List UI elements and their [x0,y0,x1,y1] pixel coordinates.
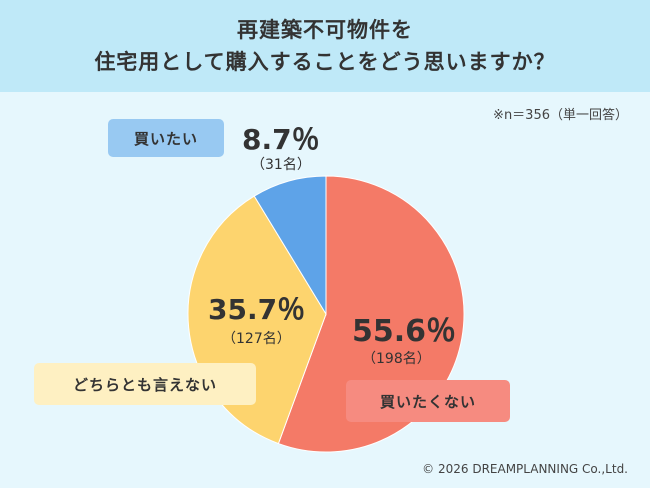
copyright: © 2026 DREAMPLANNING Co.,Ltd. [422,462,628,476]
chart-title-line-1: 再建築不可物件を [237,18,413,42]
sample-size-note: ※n＝356（単一回答） [493,108,628,123]
count-label-dochiratomo: （127名） [222,331,291,347]
title-banner: 再建築不可物件を 住宅用として購入することをどう思いますか？ [0,0,650,92]
chart-title-line-2: 住宅用として購入することをどう思いますか？ [94,50,556,74]
count-label-kaitai: （31名） [251,157,311,173]
category-tag-kaitai: 買いたい [108,119,224,157]
category-tag-dochiratomo: どちらとも言えない [34,363,256,405]
pct-label-kaitakunai: 55.6％ [352,314,457,349]
pct-label-kaitai: 8.7％ [242,123,320,156]
count-label-kaitakunai: （198名） [362,351,431,367]
pie-slice-kaitai [253,175,327,316]
category-tag-kaitakunai: 買いたくない [346,380,510,422]
pct-label-dochiratomo: 35.7％ [208,293,306,326]
